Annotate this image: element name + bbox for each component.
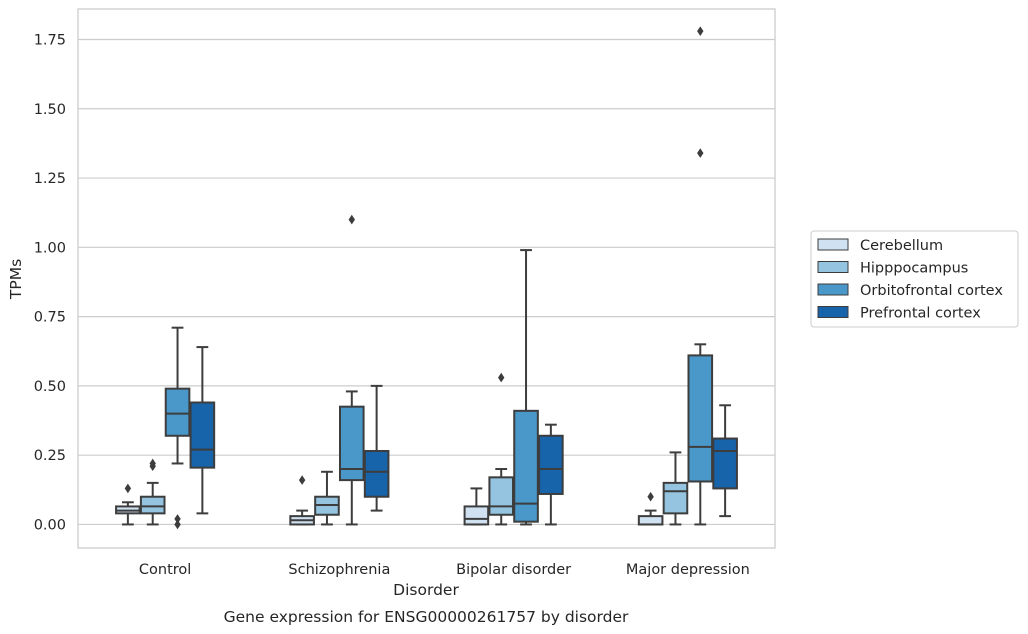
y-tick-label: 1.75 bbox=[34, 32, 66, 48]
iqr-box bbox=[463, 505, 490, 526]
iqr-box bbox=[139, 495, 166, 515]
outlier-point bbox=[149, 458, 156, 469]
outlier-point bbox=[348, 214, 355, 225]
y-tick-label: 1.00 bbox=[34, 240, 66, 256]
box-prefrontal-cortex bbox=[538, 423, 564, 526]
legend-swatch bbox=[817, 238, 849, 251]
box-orbitofrontal-cortex bbox=[513, 249, 539, 526]
y-tick-label: 1.50 bbox=[34, 102, 66, 118]
outlier-point bbox=[647, 491, 654, 502]
box-series bbox=[115, 26, 738, 530]
x-tick-label: Schizophrenia bbox=[288, 562, 390, 578]
box-cerebellum bbox=[637, 491, 664, 526]
iqr-box bbox=[363, 450, 390, 498]
box-hipppocampus bbox=[662, 451, 689, 526]
iqr-box bbox=[513, 409, 539, 523]
outlier-point bbox=[174, 519, 181, 530]
iqr-box bbox=[637, 515, 664, 526]
box-cerebellum bbox=[463, 487, 490, 526]
outlier-point bbox=[697, 148, 704, 158]
legend-label: Prefrontal cortex bbox=[860, 306, 981, 322]
box-hipppocampus bbox=[314, 470, 340, 526]
box-hipppocampus bbox=[139, 458, 166, 526]
iqr-box bbox=[164, 387, 191, 437]
box-hipppocampus bbox=[488, 372, 515, 526]
iqr-box bbox=[189, 401, 216, 469]
legend: Cerebellum Hipppocampus Orbitofrontal cort… bbox=[810, 230, 1019, 328]
iqr-box bbox=[712, 437, 738, 490]
legend-label: Cerebellum bbox=[860, 238, 943, 254]
iqr-box bbox=[538, 434, 564, 495]
plot-frame bbox=[77, 8, 776, 549]
box-orbitofrontal-cortex bbox=[687, 26, 714, 526]
box-orbitofrontal-cortex bbox=[338, 214, 365, 526]
legend-label: Orbitofrontal cortex bbox=[860, 283, 1003, 299]
x-tick-labels: Control Schizophrenia Bipolar disorder Majo… bbox=[139, 562, 750, 578]
legend-frame bbox=[810, 230, 1019, 328]
outlier-point bbox=[174, 514, 181, 524]
legend-swatch bbox=[817, 261, 849, 273]
iqr-box bbox=[687, 354, 714, 483]
x-tick-label: Major depression bbox=[626, 562, 750, 578]
iqr-box bbox=[488, 476, 515, 516]
legend-swatch bbox=[817, 306, 849, 318]
y-tick-label: 1.25 bbox=[34, 171, 66, 187]
box-prefrontal-cortex bbox=[363, 384, 390, 512]
iqr-box bbox=[338, 405, 365, 482]
iqr-box bbox=[662, 481, 689, 515]
y-tick-label: 0.75 bbox=[34, 310, 66, 326]
x-tick-label: Bipolar disorder bbox=[456, 562, 571, 578]
chart-caption: Gene expression for ENSG00000261757 by d… bbox=[224, 608, 629, 626]
y-tick-label: 0.50 bbox=[34, 379, 66, 395]
box-cerebellum bbox=[289, 475, 315, 526]
outlier-point bbox=[124, 483, 132, 494]
box-orbitofrontal-cortex bbox=[164, 326, 191, 530]
legend-label: Hipppocampus bbox=[860, 261, 968, 277]
box-prefrontal-cortex bbox=[189, 346, 216, 515]
box-cerebellum bbox=[115, 483, 141, 526]
y-tick-label: 0.25 bbox=[34, 448, 66, 464]
x-axis-label: Disorder bbox=[393, 581, 459, 599]
y-tick-label: 0.00 bbox=[34, 517, 66, 533]
y-axis-label: TPMs bbox=[7, 259, 25, 300]
x-tick-label: Control bbox=[139, 562, 191, 578]
legend-swatch bbox=[817, 283, 849, 296]
outlier-point bbox=[697, 26, 704, 36]
y-tick-labels: 0.00 0.25 0.50 0.75 1.00 1.25 1.50 1.75 bbox=[34, 32, 66, 533]
box-prefrontal-cortex bbox=[712, 404, 738, 518]
outlier-point bbox=[298, 475, 306, 485]
outlier-point bbox=[498, 372, 505, 383]
